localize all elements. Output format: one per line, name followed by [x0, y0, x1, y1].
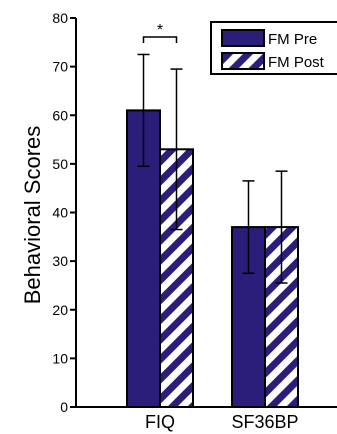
axes: 0 10 20 30 40 50 60 70 80	[52, 10, 337, 415]
legend-swatch-fm-post	[221, 52, 265, 70]
legend: FM Pre FM Post	[210, 21, 337, 75]
legend-label-fm-post: FM Post	[268, 54, 325, 71]
y-tick-label: 0	[60, 399, 68, 415]
significance-bracket	[142, 36, 178, 43]
bars	[126, 109, 299, 408]
error-bars	[137, 53, 288, 284]
y-axis-label: Behavioral Scores	[20, 126, 45, 305]
x-tick-label-sf36bp: SF36BP	[231, 412, 298, 432]
y-tick-label: 70	[52, 59, 68, 75]
y-tick-label: 30	[52, 253, 68, 269]
y-tick-label: 40	[52, 205, 68, 221]
y-tick-label: 50	[52, 156, 68, 172]
bar-fm-pre-fiq	[126, 109, 161, 408]
x-tick-label-fiq: FIQ	[145, 412, 175, 432]
legend-label-fm-pre: FM Pre	[268, 31, 317, 48]
legend-swatch-fm-pre	[221, 29, 265, 47]
x-tick-labels: FIQ SF36BP	[145, 412, 299, 432]
y-tick-label: 60	[52, 107, 68, 123]
significance-annotation: *	[142, 22, 178, 43]
significance-star: *	[157, 22, 163, 39]
y-tick-label: 80	[52, 10, 68, 26]
y-tick-label: 20	[52, 302, 68, 318]
y-tick-label: 10	[52, 350, 68, 366]
